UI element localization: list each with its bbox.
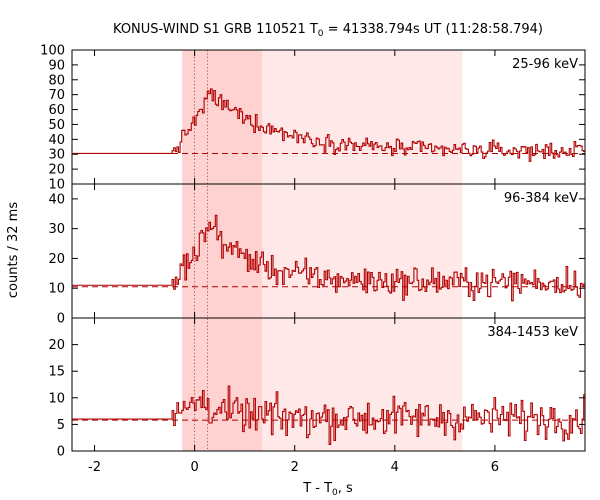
energy-band-label: 384-1453 keV bbox=[487, 325, 578, 340]
y-tick-label: 30 bbox=[48, 222, 65, 237]
y-tick-label: 90 bbox=[48, 58, 65, 73]
x-tick-labels: -2 0 2 4 6 bbox=[88, 460, 499, 475]
y-tick-label: 40 bbox=[48, 133, 65, 148]
shaded-regions bbox=[182, 50, 463, 451]
xlabel-prefix: T - T bbox=[302, 481, 332, 496]
energy-band-label: 96-384 keV bbox=[504, 191, 578, 206]
y-tick-label: 70 bbox=[48, 88, 65, 103]
x-tick-label: 4 bbox=[391, 460, 399, 475]
panel-frame bbox=[71, 317, 586, 452]
y-tick-label: 20 bbox=[48, 252, 65, 267]
y-tick-label: 10 bbox=[48, 282, 65, 297]
title-prefix: KONUS-WIND S1 GRB 110521 T bbox=[113, 22, 318, 37]
title-subscript: 0 bbox=[318, 29, 324, 39]
chart-title: KONUS-WIND S1 GRB 110521 T0 = 41338.794s… bbox=[113, 22, 543, 39]
y-tick-label: 0 bbox=[57, 445, 65, 460]
x-tick-label: 0 bbox=[190, 460, 198, 475]
y-tick-label: 20 bbox=[48, 338, 65, 353]
x-tick-label: -2 bbox=[88, 460, 101, 475]
y-tick-label: 5 bbox=[57, 418, 65, 433]
y-tick-label: 20 bbox=[48, 163, 65, 178]
xlabel-subscript: 0 bbox=[332, 488, 338, 498]
title-suffix: = 41338.794s UT (11:28:58.794) bbox=[324, 22, 543, 37]
x-tick-label: 2 bbox=[291, 460, 299, 475]
y-tick-label: 10 bbox=[48, 391, 65, 406]
y-tick-label: 10 bbox=[48, 178, 65, 193]
y-tick-label: 40 bbox=[48, 192, 65, 207]
energy-band-label: 25-96 keV bbox=[512, 57, 578, 72]
y-tick-label: 50 bbox=[48, 118, 65, 133]
y-tick-label: 80 bbox=[48, 73, 65, 88]
y-tick-label: 15 bbox=[48, 365, 65, 380]
y-axis-label: counts / 32 ms bbox=[6, 202, 21, 298]
xlabel-suffix: , s bbox=[338, 481, 353, 496]
y-tick-label: 100 bbox=[40, 44, 65, 59]
y-tick-label: 30 bbox=[48, 148, 65, 163]
light-curve bbox=[72, 88, 585, 162]
y-tick-label: 60 bbox=[48, 103, 65, 118]
y-tick-label: 0 bbox=[57, 312, 65, 327]
light-curve bbox=[72, 385, 585, 445]
time-markers bbox=[194, 50, 209, 451]
light-curve bbox=[72, 214, 585, 302]
panel-3: 0 5 10 15 20 384-1453 keV bbox=[48, 317, 586, 460]
x-tick-label: 6 bbox=[491, 460, 499, 475]
x-axis-label: T - T0, s bbox=[302, 481, 353, 498]
